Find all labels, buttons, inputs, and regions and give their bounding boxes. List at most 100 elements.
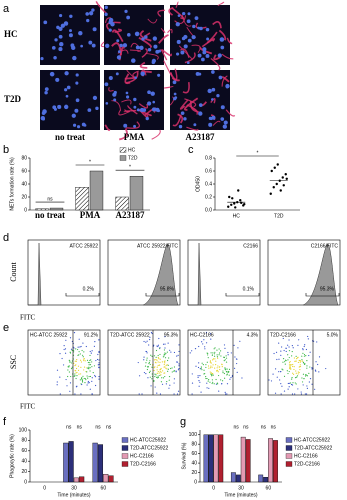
event — [158, 337, 160, 340]
legend-swatch — [121, 453, 129, 459]
event — [284, 359, 287, 361]
event — [219, 368, 221, 371]
event — [208, 367, 210, 369]
scatter-frame — [27, 329, 101, 396]
event — [157, 354, 159, 357]
nucleus — [134, 76, 137, 79]
point — [281, 176, 284, 179]
event — [165, 383, 167, 385]
event — [148, 362, 150, 364]
event — [306, 385, 308, 387]
plot-title: ATCC 25922/FITC — [137, 243, 178, 249]
event — [291, 377, 293, 379]
nucleus — [180, 50, 185, 55]
x-axis-label: FITC — [20, 314, 36, 322]
point — [272, 186, 275, 189]
event — [161, 383, 164, 385]
nucleus — [58, 47, 63, 52]
event — [200, 367, 202, 369]
event — [295, 355, 297, 357]
event — [204, 346, 206, 348]
event — [206, 382, 208, 384]
event — [288, 370, 290, 373]
net-fiber — [129, 49, 142, 52]
y-tick-label: 60 — [21, 168, 27, 174]
event — [216, 367, 218, 369]
event — [224, 368, 226, 370]
nucleus — [151, 107, 157, 112]
event — [302, 349, 304, 351]
event — [160, 368, 162, 371]
event — [318, 371, 320, 373]
event — [296, 376, 298, 378]
event — [235, 358, 238, 360]
bar — [63, 442, 69, 483]
panel-label: b — [3, 144, 9, 156]
nucleus — [91, 8, 95, 12]
event — [293, 357, 295, 359]
nucleus — [202, 47, 207, 52]
event — [84, 382, 86, 384]
event — [146, 359, 148, 361]
event — [241, 377, 243, 379]
nucleus — [63, 21, 69, 26]
event — [177, 369, 180, 371]
net-fiber — [169, 96, 175, 106]
event — [92, 372, 94, 374]
net-fiber — [201, 38, 216, 48]
event — [220, 379, 222, 381]
event — [287, 359, 289, 361]
net-fiber — [179, 48, 190, 59]
legend-swatch — [285, 461, 293, 467]
event — [93, 365, 96, 367]
gate-percent: 95.3% — [164, 332, 179, 338]
bar — [208, 434, 214, 483]
y-tick-label: 100 — [189, 432, 198, 438]
point — [228, 195, 231, 199]
nucleus — [155, 49, 160, 54]
bar — [89, 170, 104, 211]
net-fiber — [179, 99, 189, 110]
net-fiber — [184, 52, 196, 64]
net-fiber — [186, 104, 198, 116]
event — [147, 377, 149, 379]
event — [146, 368, 148, 371]
event — [205, 376, 207, 378]
event — [280, 354, 282, 356]
event — [222, 370, 224, 372]
event — [289, 368, 291, 370]
event — [198, 345, 200, 348]
event — [155, 359, 157, 361]
nucleus — [151, 60, 156, 65]
nucleus — [51, 46, 56, 50]
nucleus — [83, 124, 87, 127]
nucleus — [80, 44, 83, 48]
event — [217, 371, 219, 373]
event — [67, 375, 69, 378]
event — [203, 339, 205, 341]
event — [68, 365, 70, 367]
legend-label: HC-C2166 — [294, 453, 318, 459]
legend-swatch — [121, 445, 129, 451]
net-fiber — [163, 60, 173, 76]
net-fiber — [147, 18, 158, 24]
legend-label: T2D-ATCC25922 — [294, 445, 332, 451]
net-fiber — [174, 15, 187, 24]
bar — [245, 439, 251, 483]
row-label: HC — [4, 29, 18, 39]
event — [151, 378, 153, 380]
event — [303, 345, 305, 348]
event — [82, 342, 84, 344]
event — [163, 363, 165, 366]
significance: ns — [95, 424, 101, 430]
nucleus — [199, 26, 203, 31]
event — [306, 365, 308, 367]
event — [287, 354, 289, 356]
y-tick-label: 80 — [21, 438, 27, 444]
event — [209, 361, 211, 363]
net-fiber — [186, 126, 199, 131]
event — [167, 342, 169, 344]
event — [163, 372, 165, 374]
event — [69, 390, 71, 392]
y-tick-label: 0.2 — [205, 194, 212, 200]
